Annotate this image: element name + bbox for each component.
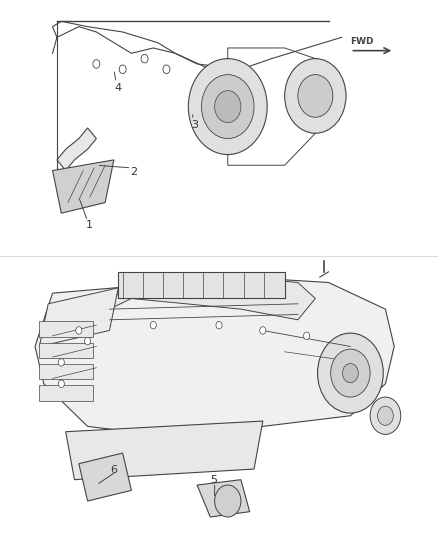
Text: 5: 5 xyxy=(210,475,217,484)
Polygon shape xyxy=(197,480,250,517)
Circle shape xyxy=(141,54,148,63)
Text: 1: 1 xyxy=(86,220,93,230)
Circle shape xyxy=(370,397,401,434)
Circle shape xyxy=(85,337,91,345)
Circle shape xyxy=(201,75,254,139)
Text: 6: 6 xyxy=(110,465,117,475)
Polygon shape xyxy=(66,421,263,480)
FancyBboxPatch shape xyxy=(22,16,416,251)
Circle shape xyxy=(58,359,64,366)
Circle shape xyxy=(378,406,393,425)
Circle shape xyxy=(343,364,358,383)
Text: FWD: FWD xyxy=(350,37,374,46)
Circle shape xyxy=(76,327,82,334)
Circle shape xyxy=(304,332,310,340)
FancyBboxPatch shape xyxy=(39,343,93,358)
Circle shape xyxy=(215,91,241,123)
Circle shape xyxy=(215,485,241,517)
Polygon shape xyxy=(39,288,118,346)
Circle shape xyxy=(119,65,126,74)
Circle shape xyxy=(331,349,370,397)
Circle shape xyxy=(188,59,267,155)
Polygon shape xyxy=(57,128,96,171)
Polygon shape xyxy=(118,272,285,298)
Polygon shape xyxy=(35,277,394,437)
Circle shape xyxy=(260,327,266,334)
Text: 2: 2 xyxy=(130,167,137,176)
FancyBboxPatch shape xyxy=(39,364,93,379)
Polygon shape xyxy=(79,453,131,501)
Text: 4: 4 xyxy=(115,83,122,93)
Circle shape xyxy=(150,321,156,329)
Circle shape xyxy=(318,333,383,413)
Circle shape xyxy=(93,60,100,68)
Polygon shape xyxy=(53,160,114,213)
Circle shape xyxy=(285,59,346,133)
Circle shape xyxy=(216,321,222,329)
Circle shape xyxy=(298,75,333,117)
FancyBboxPatch shape xyxy=(39,385,93,401)
Polygon shape xyxy=(88,277,315,320)
Text: 3: 3 xyxy=(191,120,198,130)
Circle shape xyxy=(58,380,64,387)
FancyBboxPatch shape xyxy=(39,321,93,337)
Circle shape xyxy=(163,65,170,74)
